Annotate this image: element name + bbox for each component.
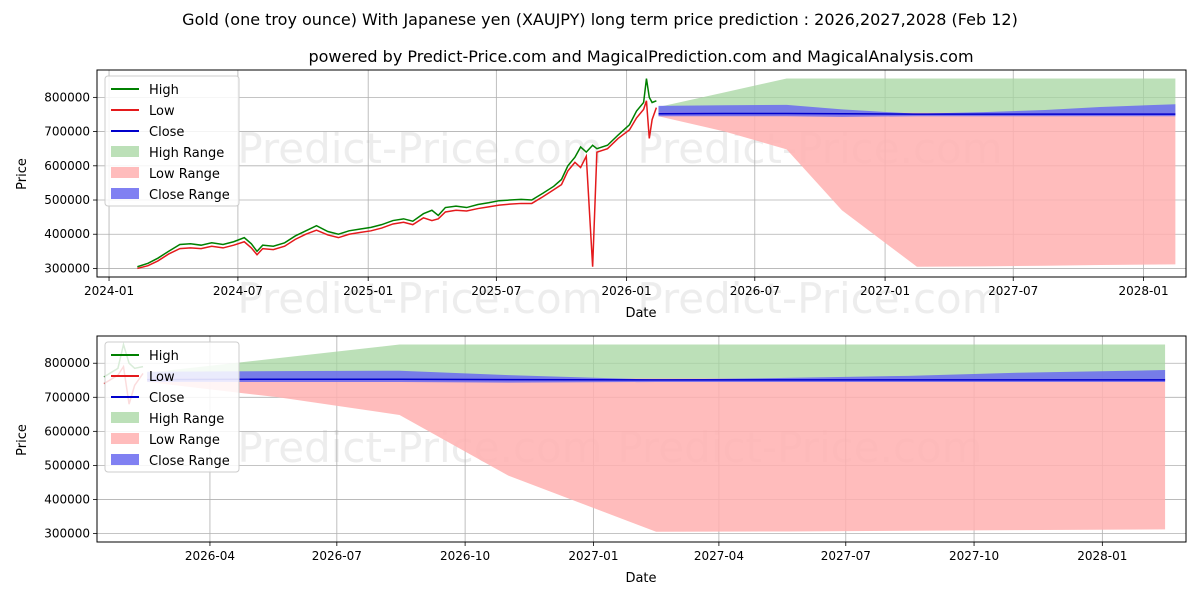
legend-swatch [111, 412, 139, 423]
x-tick-label: 2026-10 [440, 549, 490, 563]
close-forecast-line [658, 112, 1176, 115]
history-plot-frame [96, 69, 1187, 278]
x-tick-label: 2027-01 [568, 549, 618, 563]
legend-label: Low [149, 370, 175, 385]
low-range-band [147, 376, 1166, 532]
legend-swatch [111, 433, 139, 444]
legend-label: High [149, 349, 179, 364]
legend-swatch [111, 454, 139, 465]
y-tick-label: 600000 [44, 159, 90, 173]
y-tick-label: 400000 [44, 492, 90, 506]
x-tick-label: 2026-04 [185, 549, 235, 563]
watermark: Predict-Price.com [237, 124, 602, 173]
y-tick-label: 300000 [44, 526, 90, 540]
legend-label: High Range [149, 146, 224, 161]
y-tick-label: 800000 [44, 356, 90, 370]
x-tick-label: 2026-07 [730, 284, 780, 298]
forecast-plot-frame [96, 335, 1187, 543]
x-tick-label: 2027-04 [694, 549, 744, 563]
x-tick-label: 2027-07 [988, 284, 1038, 298]
close-forecast-line [147, 378, 1166, 381]
legend-label: Close [149, 125, 184, 140]
low-range-band [658, 111, 1176, 267]
watermark: Predict-Price.com [637, 274, 1002, 323]
legend-label: Close Range [149, 188, 230, 203]
history-axes: 2024-01 2024-07 2025-01 2025-07 2026-01 2026-… [44, 90, 1168, 298]
legend-label: Close [149, 391, 184, 406]
low-line [137, 100, 658, 270]
forecast-axes: 2026-04 2026-07 2026-10 2027-01 2027-04 2027-… [44, 356, 1127, 563]
legend-label: Low [149, 104, 175, 119]
history-panel: Predict-Price.com Predict-Price.com Pred… [15, 69, 1187, 323]
y-tick-label: 700000 [44, 390, 90, 404]
x-tick-label: 2028-01 [1118, 284, 1168, 298]
history-legend: High Low Close High Range Low Range Close Ran… [104, 75, 240, 207]
x-tick-label: 2027-10 [949, 549, 999, 563]
x-tick-label: 2027-01 [860, 284, 910, 298]
chart-title: Gold (one troy ounce) With Japanese yen … [182, 10, 1018, 29]
forecast-x-label: Date [625, 571, 656, 586]
x-tick-label: 2025-01 [343, 284, 393, 298]
x-tick-label: 2024-07 [213, 284, 263, 298]
legend-label: High Range [149, 412, 224, 427]
legend-swatch [111, 188, 139, 199]
watermark: Predict-Price.com [237, 274, 602, 323]
legend-swatch [111, 167, 139, 178]
x-tick-label: 2024-01 [84, 284, 134, 298]
forecast-legend: High Low Close High Range Low Range Close Ran… [104, 341, 240, 473]
history-lines [137, 78, 1176, 270]
y-tick-label: 400000 [44, 227, 90, 241]
forecast-y-label: Price [15, 424, 30, 456]
legend-label: Close Range [149, 454, 230, 469]
x-tick-label: 2025-07 [471, 284, 521, 298]
legend-swatch [111, 146, 139, 157]
x-tick-label: 2027-07 [821, 549, 871, 563]
y-tick-label: 700000 [44, 125, 90, 139]
chart-subtitle: powered by Predict-Price.com and Magical… [308, 47, 973, 66]
y-tick-label: 500000 [44, 193, 90, 207]
legend-label: Low Range [149, 433, 220, 448]
y-tick-label: 600000 [44, 424, 90, 438]
y-tick-label: 300000 [44, 261, 90, 275]
high-line [137, 78, 657, 268]
legend-label: High [149, 83, 179, 98]
x-tick-label: 2028-01 [1077, 549, 1127, 563]
x-tick-label: 2026-01 [602, 284, 652, 298]
forecast-panel: Predict-Price.com Predict-Price.com 2026… [15, 335, 1187, 586]
y-tick-label: 500000 [44, 458, 90, 472]
y-tick-label: 800000 [44, 90, 90, 104]
history-y-label: Price [15, 158, 30, 190]
x-tick-label: 2026-07 [312, 549, 362, 563]
legend-label: Low Range [149, 167, 220, 182]
history-x-label: Date [625, 306, 656, 321]
